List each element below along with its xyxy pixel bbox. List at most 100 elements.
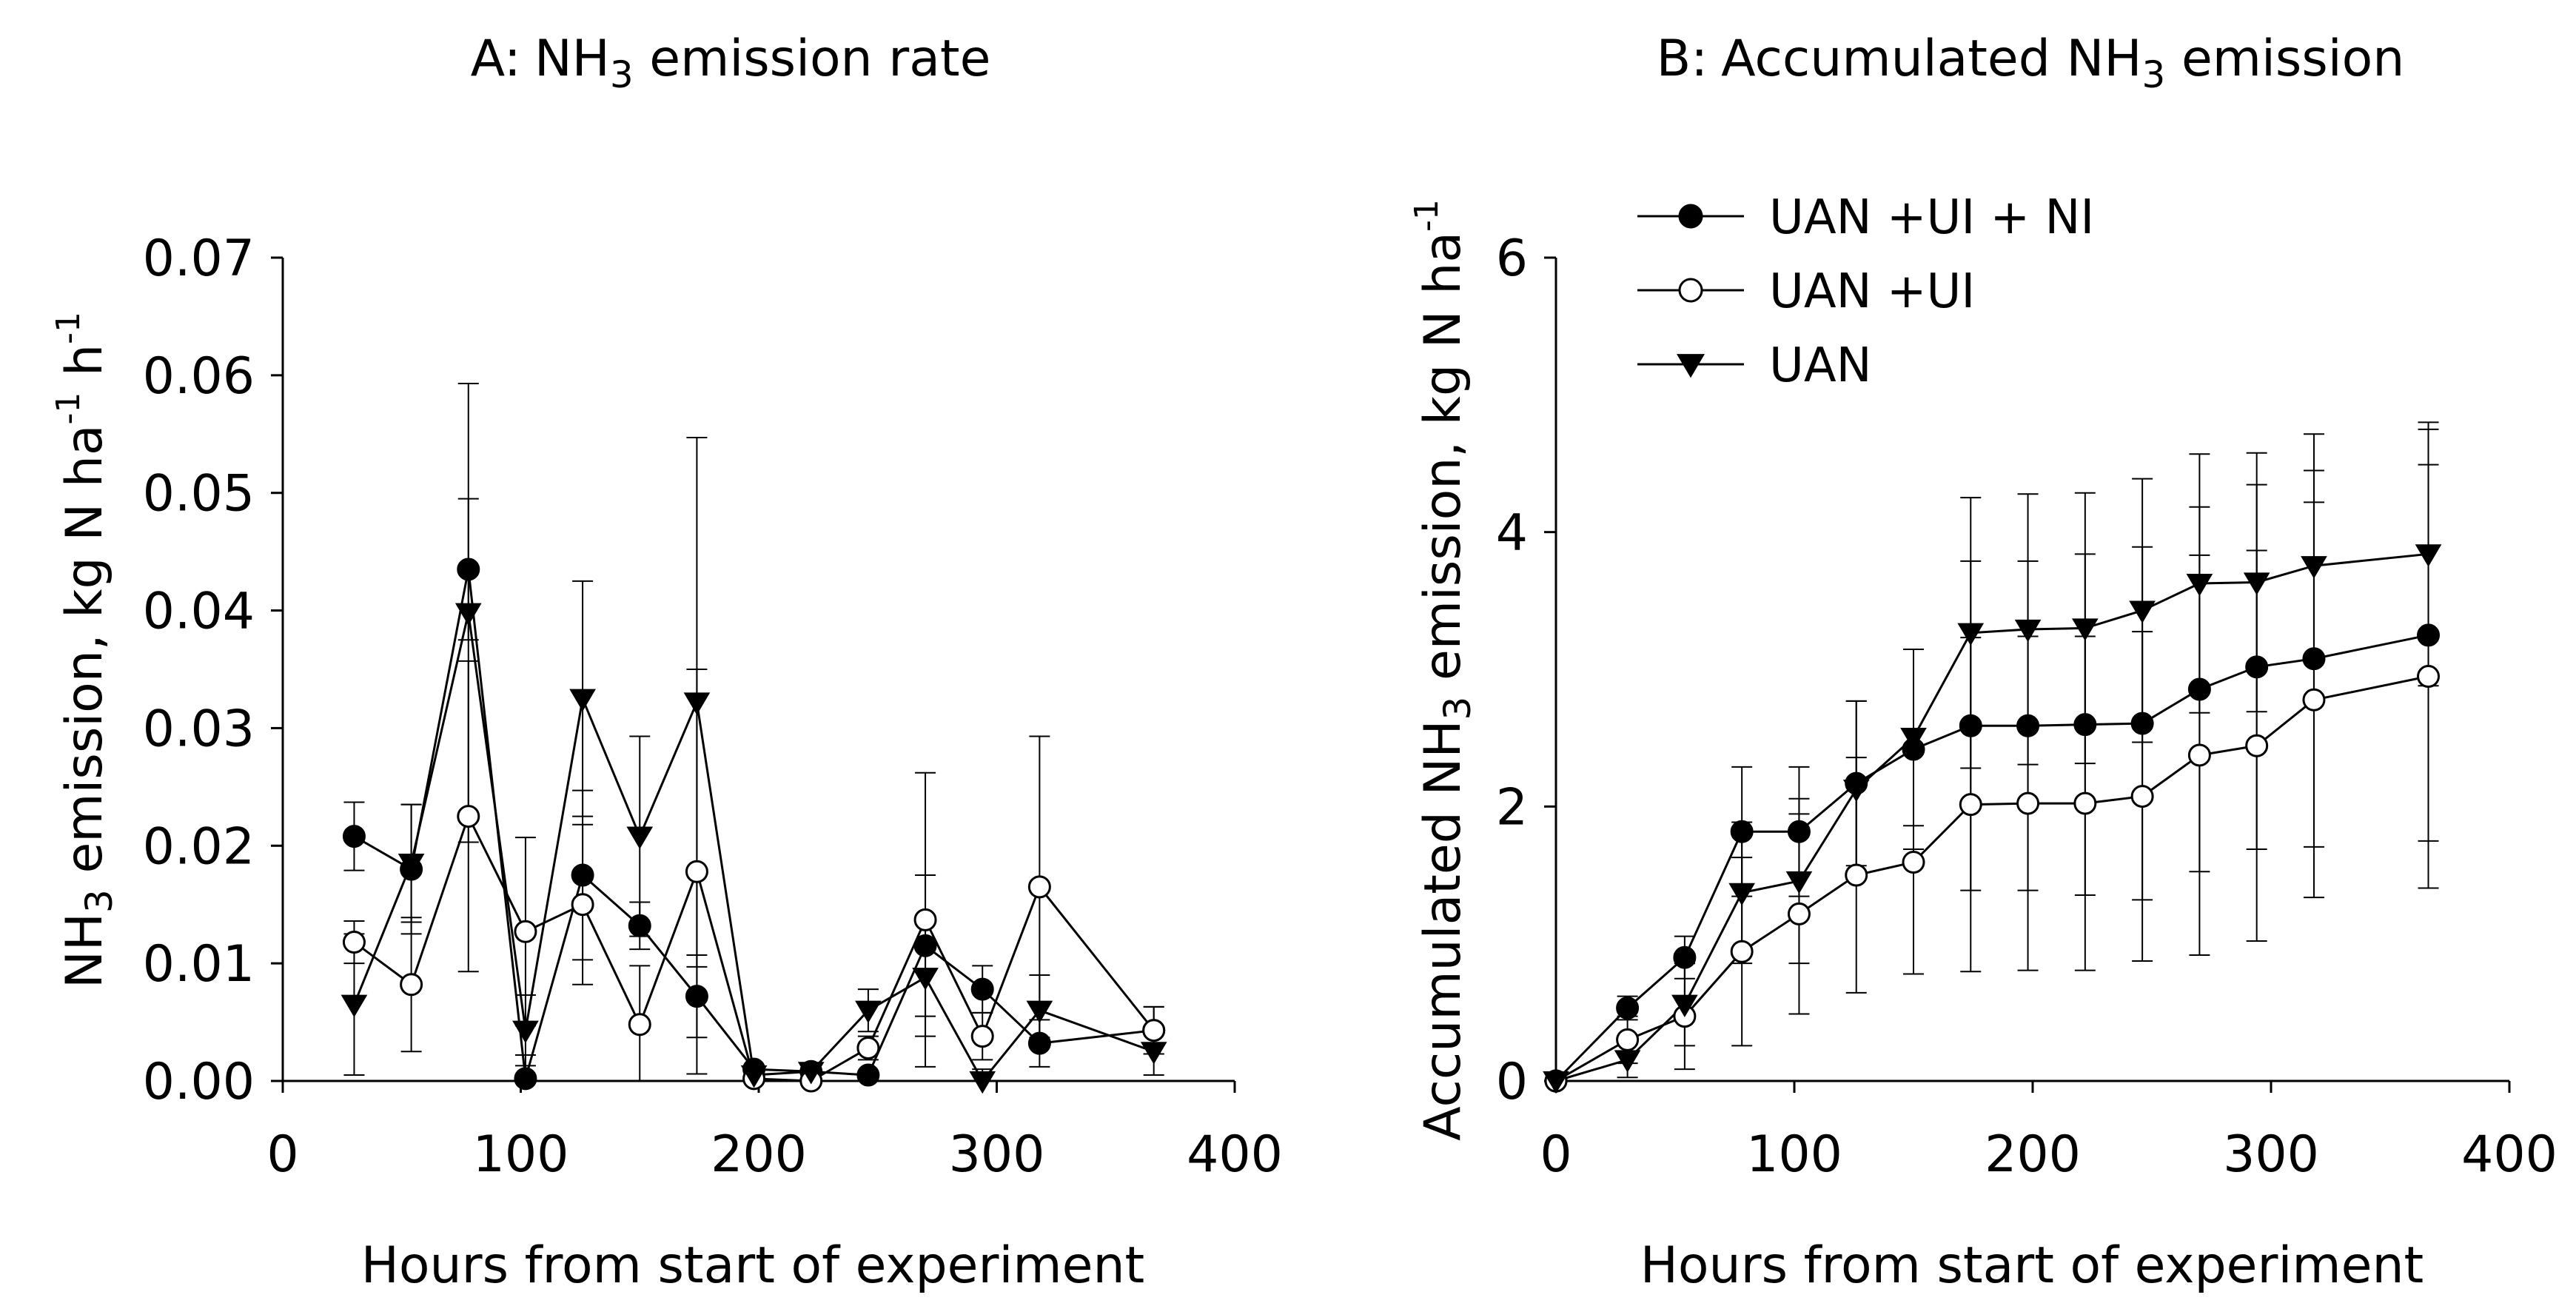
panel-b-point (2415, 544, 2442, 567)
panel-a-point (628, 1013, 651, 1037)
panel-a-point (1026, 1000, 1053, 1023)
panel-b-point (1902, 851, 1925, 874)
panel-a-y-tick-label: 0.05 (143, 465, 255, 523)
panel-a-point (512, 1020, 539, 1043)
panel-b-legend: UAN +UI + NI UAN +UI UAN (1637, 190, 2094, 393)
panel-a-point (514, 1067, 537, 1091)
panel-a-x-tick-label: 200 (711, 1125, 807, 1184)
legend-label: UAN +UI (1769, 264, 1975, 319)
panel-a-y-tick-label: 0.02 (143, 817, 255, 876)
panel-a-y-tick-label: 0.04 (143, 583, 255, 641)
panel-b-point (1616, 997, 1640, 1020)
panel-b-point (1730, 820, 1754, 843)
panel-a-point (571, 893, 594, 917)
panel-b-y-tick-label: 0 (1496, 1053, 1528, 1111)
panel-a-point (685, 860, 708, 883)
panel-b-point (2073, 713, 2097, 737)
panel-a-x-tick-label: 0 (266, 1125, 298, 1184)
panel-b-point (1543, 1071, 1569, 1094)
panel-a-point (913, 908, 937, 931)
panel-b-point (2014, 619, 2042, 643)
panel-b-y-tick-label: 2 (1496, 778, 1528, 837)
panel-b-point (2243, 572, 2270, 595)
panel-a-point (912, 968, 939, 991)
panel-a-point (685, 985, 708, 1008)
panel-b-x-tick-label: 400 (2461, 1125, 2557, 1184)
panel-a-point (1140, 1042, 1167, 1065)
panel-b-y-tick-label: 6 (1496, 230, 1528, 288)
panel-a-point (342, 931, 366, 954)
panel-b-point (2187, 743, 2211, 767)
panel-b-x-tick-label: 0 (1540, 1125, 1572, 1184)
panel-a-y-axis-label: NH3 emission, kg N ha-1 h-1 (50, 312, 121, 988)
legend-marker (1677, 354, 1705, 378)
legend-label: UAN +UI + NI (1769, 190, 2094, 245)
panel-b-point (2129, 600, 2156, 623)
panel-b-point (1728, 883, 1756, 906)
panel-a-point (398, 854, 425, 877)
panel-b-point (1671, 994, 1698, 1018)
panel-a-x-axis-label: Hours from start of experiment (361, 1236, 1144, 1295)
legend-label: UAN (1769, 338, 1872, 393)
panel-a-point (1027, 1031, 1051, 1055)
panel-b-point (2073, 791, 2097, 815)
panel-a-point (1027, 875, 1051, 899)
panel-a-y-tick-label: 0.03 (143, 700, 255, 758)
panel-a-series-line-0 (353, 569, 1154, 1079)
panel-a-point (969, 1071, 996, 1094)
panel-a-point (342, 825, 366, 848)
panel-b-point (1842, 779, 1870, 803)
panel-a-point (970, 977, 994, 1001)
panel-b-point (1616, 1028, 1640, 1051)
panel-a-point (400, 973, 423, 997)
panel-a-x-tick-label: 400 (1187, 1125, 1283, 1184)
panel-a-point (855, 1000, 882, 1023)
panel-b-point (1730, 940, 1754, 963)
panel-a-y-tick-label: 0.01 (143, 935, 255, 994)
panel-b-accumulated-emission-chart: B: Accumulated NH3 emission 0 100 200 300 400… (1408, 30, 2557, 1295)
panel-a-y-tick-label: 0.00 (143, 1053, 255, 1111)
panel-a-y-tick-label: 0.06 (143, 347, 255, 406)
panel-a-point (970, 1025, 994, 1048)
panel-b-point (1787, 820, 1811, 843)
panel-a-emission-rate-chart: A: NH3 emission rate 0 100 200 300 400 0.00 0.0… (50, 30, 1283, 1295)
panel-a-point (341, 994, 368, 1018)
panel-a-point (571, 863, 594, 887)
panel-a-point (683, 692, 711, 715)
panel-a-point (856, 1037, 880, 1060)
panel-b-y-tick-label: 4 (1496, 504, 1528, 563)
panel-b-point (1614, 1050, 1641, 1073)
panel-b-y-axis-label: Accumulated NH3 emission, kg N ha-1 (1408, 199, 1479, 1141)
panel-a-y-tick-label: 0.07 (143, 230, 255, 288)
panel-b-point (1957, 623, 1985, 646)
panel-a-series-lines (353, 569, 1155, 1083)
panel-b-point (1785, 871, 1813, 894)
panel-a-series-line-2 (353, 612, 1155, 1083)
panel-b-point (2417, 665, 2441, 689)
panel-a-markers (341, 558, 1167, 1094)
panel-b-point (2130, 712, 2154, 735)
panel-b-point (2016, 791, 2040, 815)
panel-a-point (913, 934, 937, 957)
panel-b-point (1959, 714, 1982, 737)
panel-a-point (626, 826, 654, 849)
panel-b-point (2245, 655, 2269, 679)
panel-a-point (455, 603, 482, 626)
panel-b-x-tick-label: 300 (2223, 1125, 2319, 1184)
panel-a-title: A: NH3 emission rate (471, 30, 991, 96)
legend-marker (1678, 278, 1703, 303)
panel-a-point (514, 920, 537, 943)
panel-a-point (856, 1063, 880, 1087)
panel-b-point (1845, 863, 1868, 887)
panel-b-point (1673, 945, 1697, 969)
panel-b-x-tick-label: 200 (1985, 1125, 2081, 1184)
legend-marker (1678, 204, 1703, 229)
panel-b-point (1900, 728, 1927, 751)
panel-b-point (1959, 793, 1982, 817)
panel-a-point (628, 914, 651, 937)
panel-a-point (1142, 1019, 1166, 1042)
panel-a-x-tick-label: 100 (473, 1125, 569, 1184)
panel-b-point (2186, 573, 2213, 597)
